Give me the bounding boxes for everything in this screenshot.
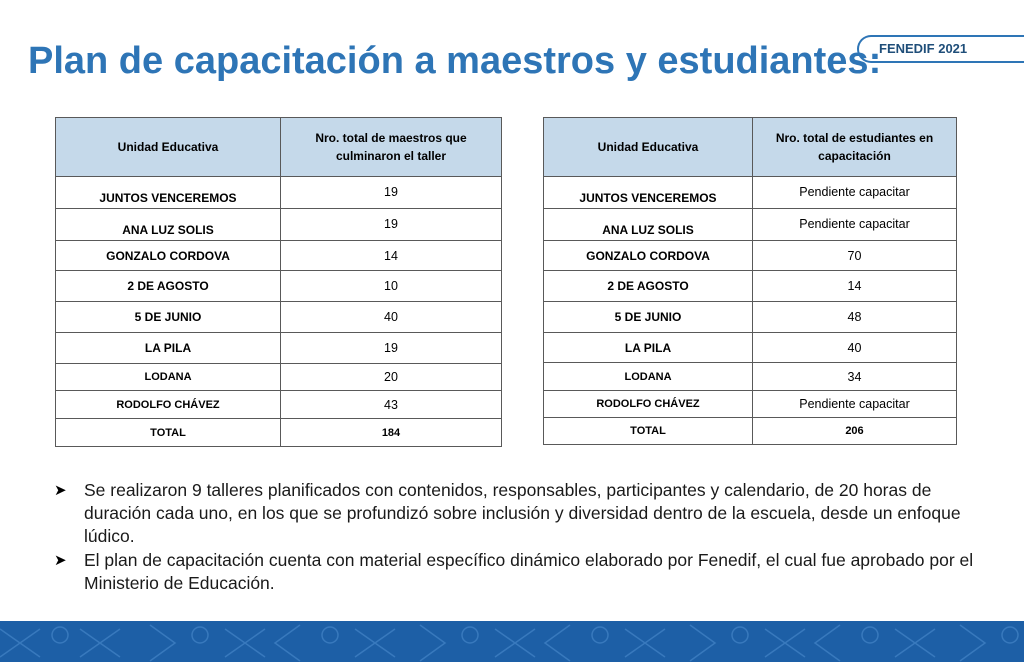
cell-unidad: LODANA bbox=[55, 363, 281, 391]
cell-unidad: LA PILA bbox=[543, 332, 753, 363]
cell-unidad: LA PILA bbox=[55, 332, 281, 364]
table-row: ANA LUZ SOLIS Pendiente capacitar bbox=[543, 208, 957, 241]
table-header-row: Unidad Educativa Nro. total de maestros … bbox=[55, 117, 502, 177]
table-row: LODANA 34 bbox=[543, 362, 957, 391]
bullet-item: ➤ El plan de capacitación cuenta con mat… bbox=[52, 549, 982, 595]
table-row: GONZALO CORDOVA 14 bbox=[55, 240, 502, 271]
table-row: RODOLFO CHÁVEZ Pendiente capacitar bbox=[543, 390, 957, 418]
cell-value: 19 bbox=[280, 208, 502, 241]
table-row: RODOLFO CHÁVEZ 43 bbox=[55, 390, 502, 419]
table-row: LA PILA 40 bbox=[543, 332, 957, 363]
cell-value: 34 bbox=[752, 362, 957, 391]
teachers-table: Unidad Educativa Nro. total de maestros … bbox=[55, 117, 502, 447]
table-row: ANA LUZ SOLIS 19 bbox=[55, 208, 502, 241]
table-row: GONZALO CORDOVA 70 bbox=[543, 240, 957, 271]
cell-unidad: 5 DE JUNIO bbox=[55, 301, 281, 333]
bullet-item: ➤ Se realizaron 9 talleres planificados … bbox=[52, 479, 982, 548]
table-total-row: TOTAL 206 bbox=[543, 417, 957, 445]
cell-value: 43 bbox=[280, 390, 502, 419]
fenedif-badge: FENEDIF 2021 bbox=[857, 35, 1024, 63]
table-total-row: TOTAL 184 bbox=[55, 418, 502, 447]
table-row: 2 DE AGOSTO 14 bbox=[543, 270, 957, 302]
table-row: JUNTOS VENCEREMOS Pendiente capacitar bbox=[543, 176, 957, 209]
footer-pattern bbox=[0, 624, 1019, 662]
table-header-row: Unidad Educativa Nro. total de estudiant… bbox=[543, 117, 957, 177]
cell-total-value: 206 bbox=[752, 417, 957, 445]
cell-unidad: 2 DE AGOSTO bbox=[55, 270, 281, 302]
footer-band bbox=[0, 621, 1024, 662]
cell-value: Pendiente capacitar bbox=[752, 176, 957, 209]
column-header-maestros: Nro. total de maestros que culminaron el… bbox=[280, 117, 502, 177]
arrow-bullet-icon: ➤ bbox=[54, 552, 67, 569]
cell-unidad: LODANA bbox=[543, 362, 753, 391]
cell-unidad: ANA LUZ SOLIS bbox=[543, 208, 753, 241]
column-header-estudiantes: Nro. total de estudiantes en capacitació… bbox=[752, 117, 957, 177]
cell-value: 70 bbox=[752, 240, 957, 271]
cell-unidad: GONZALO CORDOVA bbox=[543, 240, 753, 271]
column-header-unidad: Unidad Educativa bbox=[55, 117, 281, 177]
cell-total-label: TOTAL bbox=[543, 417, 753, 445]
cell-value: 14 bbox=[752, 270, 957, 302]
slide-title: Plan de capacitación a maestros y estudi… bbox=[28, 40, 882, 82]
table-row: LA PILA 19 bbox=[55, 332, 502, 364]
cell-value: 19 bbox=[280, 332, 502, 364]
students-table: Unidad Educativa Nro. total de estudiant… bbox=[543, 117, 957, 445]
cell-unidad: RODOLFO CHÁVEZ bbox=[55, 390, 281, 419]
column-header-unidad: Unidad Educativa bbox=[543, 117, 753, 177]
cell-unidad: JUNTOS VENCEREMOS bbox=[543, 176, 753, 209]
cell-unidad: 2 DE AGOSTO bbox=[543, 270, 753, 302]
table-row: LODANA 20 bbox=[55, 363, 502, 391]
cell-value: 48 bbox=[752, 301, 957, 333]
table-row: 5 DE JUNIO 48 bbox=[543, 301, 957, 333]
table-row: 2 DE AGOSTO 10 bbox=[55, 270, 502, 302]
cell-value: 40 bbox=[752, 332, 957, 363]
cell-unidad: GONZALO CORDOVA bbox=[55, 240, 281, 271]
bullet-list: ➤ Se realizaron 9 talleres planificados … bbox=[52, 479, 982, 596]
bullet-text: El plan de capacitación cuenta con mater… bbox=[84, 550, 974, 593]
cell-unidad: 5 DE JUNIO bbox=[543, 301, 753, 333]
cell-value: Pendiente capacitar bbox=[752, 208, 957, 241]
table-row: JUNTOS VENCEREMOS 19 bbox=[55, 176, 502, 209]
cell-unidad: ANA LUZ SOLIS bbox=[55, 208, 281, 241]
cell-unidad: JUNTOS VENCEREMOS bbox=[55, 176, 281, 209]
cell-value: 40 bbox=[280, 301, 502, 333]
cell-value: 14 bbox=[280, 240, 502, 271]
table-row: 5 DE JUNIO 40 bbox=[55, 301, 502, 333]
arrow-bullet-icon: ➤ bbox=[54, 482, 67, 499]
cell-unidad: RODOLFO CHÁVEZ bbox=[543, 390, 753, 418]
cell-value: 10 bbox=[280, 270, 502, 302]
bullet-text: Se realizaron 9 talleres planificados co… bbox=[84, 480, 961, 546]
cell-total-label: TOTAL bbox=[55, 418, 281, 447]
cell-value: Pendiente capacitar bbox=[752, 390, 957, 418]
cell-total-value: 184 bbox=[280, 418, 502, 447]
cell-value: 19 bbox=[280, 176, 502, 209]
cell-value: 20 bbox=[280, 363, 502, 391]
